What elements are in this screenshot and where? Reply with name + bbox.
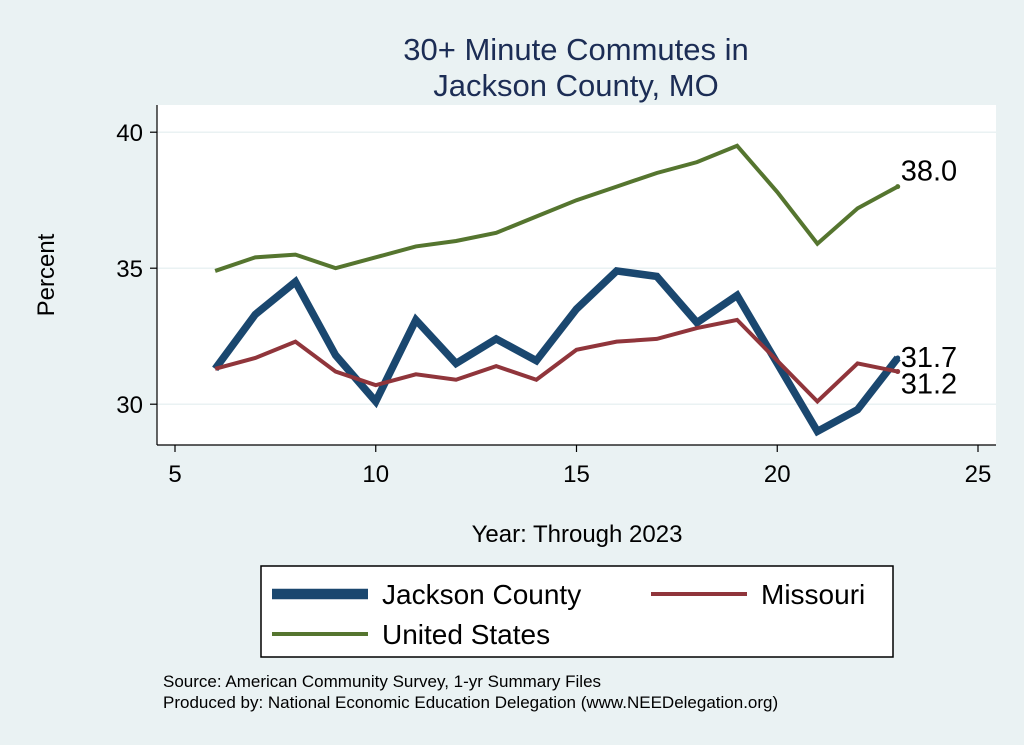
- end-label-missouri: 31.2: [901, 369, 957, 401]
- x-tick-label-25: 25: [965, 461, 992, 488]
- y-tick-label-35: 35: [116, 256, 143, 283]
- legend-label-jackson-county: Jackson County: [382, 579, 581, 610]
- y-tick-label-30: 30: [116, 392, 143, 419]
- x-tick-label-15: 15: [563, 461, 590, 488]
- series-line-united-states: [214, 143, 899, 273]
- series-endpoint-jackson-county: [895, 355, 901, 361]
- end-labels: 31.731.2 38.0: [901, 156, 957, 401]
- x-tick-label-20: 20: [764, 461, 791, 488]
- series-lines: [212, 143, 901, 437]
- chart-title-line-1: 30+ Minute Commutes in: [403, 32, 748, 67]
- end-label-jackson-county: 31.7: [901, 342, 957, 374]
- y-tick-label-40: 40: [116, 120, 143, 147]
- x-tick-label-5: 5: [168, 461, 181, 488]
- series-line-missouri: [214, 317, 899, 405]
- plot-area: [157, 105, 996, 445]
- legend-label-united-states: United States: [382, 619, 550, 650]
- series-endpoint-united-states: [895, 184, 901, 190]
- series-endpoint-missouri: [895, 369, 901, 375]
- legend-label-missouri: Missouri: [761, 579, 865, 610]
- chart-title-line-2: Jackson County, MO: [433, 68, 718, 103]
- series-line-jackson-county: [212, 266, 901, 437]
- end-label-united-states: 38.0: [901, 156, 957, 188]
- x-axis-title: Year: Through 2023: [472, 521, 683, 548]
- x-tick-label-10: 10: [362, 461, 389, 488]
- y-axis-title: Percent: [33, 233, 60, 316]
- producer-note: Produced by: National Economic Education…: [163, 693, 778, 712]
- legend-box: [260, 565, 894, 658]
- source-note: Source: American Community Survey, 1-yr …: [163, 672, 601, 691]
- axes: [150, 105, 996, 452]
- tick-labels: 30 35 40 5 10 15 20 25: [116, 120, 991, 488]
- gridlines: [157, 131, 996, 405]
- legend: Jackson County Missouri United States: [272, 579, 865, 650]
